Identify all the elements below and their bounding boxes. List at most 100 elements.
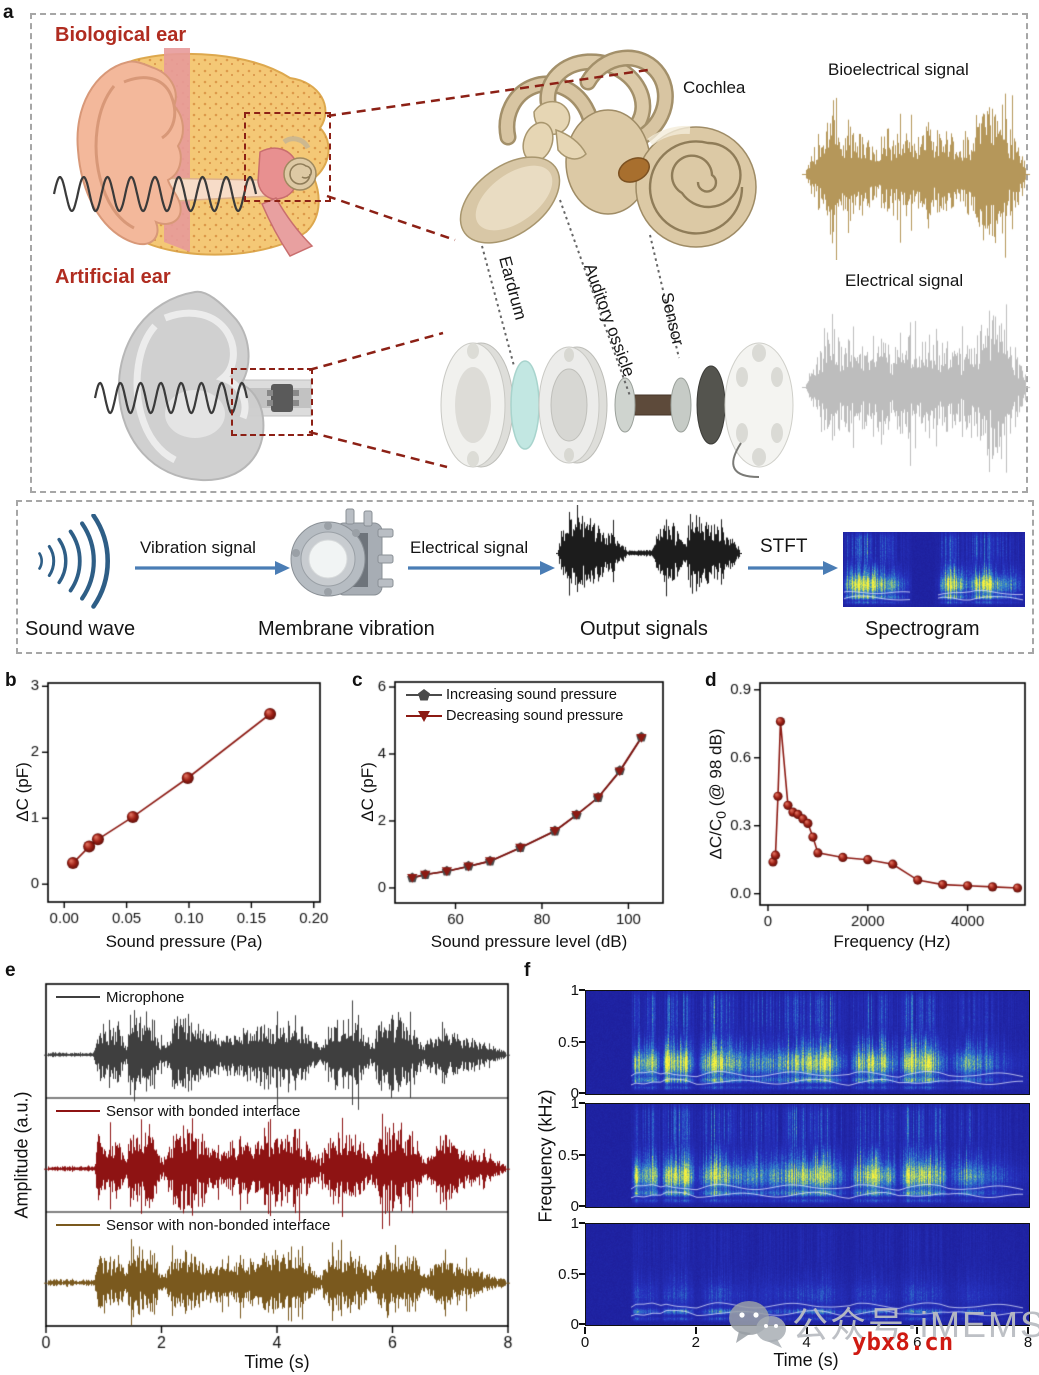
membrane-device-photo [290, 508, 394, 597]
biological-sound-wave [52, 175, 258, 213]
chart-d-xlabel: Frequency (Hz) [833, 932, 951, 951]
chart-f-xlabel: Time (s) [773, 1350, 839, 1370]
chart-d-ylabel-sub: 0 [713, 810, 730, 819]
f-xtick-label: 6 [913, 1334, 922, 1351]
f-ytick-label: 0.5 [558, 1033, 579, 1051]
in-ear-sensor [267, 384, 299, 412]
panel-e-chart: Microphone Sensor with bonded interface … [8, 966, 520, 1375]
legend-microphone-label: Microphone [106, 988, 185, 1006]
f-ytick-mark [579, 989, 585, 991]
concha [165, 390, 225, 438]
f-ytick-mark [579, 1102, 585, 1104]
legend-decreasing-label: Decreasing sound pressure [446, 708, 624, 724]
f-ytick-mark [579, 1323, 585, 1325]
legend-increasing: Increasing sound pressure [406, 685, 623, 705]
legend-increasing-marker [406, 689, 442, 701]
legend-decreasing: Decreasing sound pressure [406, 706, 623, 726]
front-ring [440, 342, 514, 468]
legend-microphone-line [56, 996, 100, 998]
eardrum-disc-inner [475, 165, 553, 231]
legend-non-bonded: Sensor with non-bonded interface [56, 1216, 330, 1234]
chart-f-ylabel: Frequency (kHz) [535, 1089, 556, 1223]
artificial-ear-label: Artificial ear [55, 266, 171, 288]
output-signals-label: Output signals [580, 618, 708, 640]
legend-bonded: Sensor with bonded interface [56, 1102, 300, 1120]
cochlea-spiral [648, 140, 744, 235]
chart-d-ylabel-post: (@ 98 dB) [706, 728, 726, 811]
chart-d-canvas [698, 672, 1039, 930]
device-bolts [345, 508, 394, 588]
oval-window [618, 157, 650, 183]
f-ytick-label: 0.5 [558, 1265, 579, 1283]
chart-b-ylabel: ΔC (pF) [13, 762, 32, 822]
f-xtick-label: 0 [580, 1334, 590, 1351]
panel-d-chart: Frequency (Hz) ΔC/C0 (@ 98 dB) [698, 672, 1039, 968]
back-plate [724, 342, 794, 478]
device-membrane [308, 539, 348, 579]
panel-a-letter: a [3, 2, 14, 23]
cochlea-small-spiral [289, 163, 312, 185]
electrical-waveform-canvas [800, 298, 1032, 476]
artificial-zoom-box [231, 368, 313, 436]
chart-c-legend: Increasing sound pressure Decreasing sou… [406, 685, 623, 726]
legend-increasing-label: Increasing sound pressure [446, 687, 617, 703]
f-ytick-label: 0 [570, 1085, 579, 1102]
chart-e-xlabel: Time (s) [244, 1352, 310, 1372]
f-ytick-label: 1 [570, 1095, 579, 1112]
spectrogram-label: Spectrogram [865, 618, 980, 640]
cochlea-body [635, 126, 757, 248]
flow-electrical-signal-label: Electrical signal [410, 538, 529, 557]
cochlea-label: Cochlea [683, 78, 746, 97]
wechat-icon [729, 1301, 786, 1348]
electrical-signal-label: Electrical signal [845, 271, 964, 290]
f-xtick-label: 8 [1023, 1334, 1033, 1351]
legend-non-bonded-line [56, 1224, 100, 1226]
sound-wave-label: Sound wave [25, 618, 136, 640]
chart-b-canvas [8, 672, 352, 930]
artificial-ridge-1 [133, 323, 177, 464]
f-ytick-label: 0 [570, 1198, 579, 1215]
f-xtick-mark [805, 1327, 808, 1334]
panel-f-letter: f [524, 960, 531, 981]
f-ytick-mark [579, 1092, 585, 1094]
watermark-site-text: ybx8.cn [852, 1328, 954, 1356]
flow-spectrogram-canvas [843, 532, 1025, 607]
panel-a-flow-box [16, 500, 1034, 654]
f-ytick-mark [579, 1272, 585, 1275]
chart-b-xlabel: Sound pressure (Pa) [105, 932, 263, 951]
vibration-signal-label: Vibration signal [140, 538, 256, 557]
stft-label: STFT [760, 536, 808, 557]
legend-non-bonded-label: Sensor with non-bonded interface [106, 1216, 331, 1234]
f-xtick-mark [694, 1327, 697, 1334]
watermark-wechat-text: 公众号·iMEMS [792, 1304, 1039, 1345]
biological-ear-label: Biological ear [55, 24, 187, 46]
electrical-arrow [408, 561, 555, 575]
f-ytick-label: 0 [570, 1316, 579, 1333]
cochlea-highlight [647, 125, 691, 146]
chart-d-ylabel: ΔC/C0 (@ 98 dB) [706, 729, 729, 860]
spectrogram-microphone-canvas [585, 990, 1030, 1095]
sound-wave-icon [38, 514, 110, 609]
spectrogram-non-bonded-canvas [585, 1223, 1030, 1326]
chart-c-xlabel: Sound pressure level (dB) [430, 932, 628, 951]
sensor-disc [696, 365, 726, 445]
vibration-arrow [135, 561, 290, 575]
membrane-vibration-label: Membrane vibration [258, 618, 435, 640]
exploded-device-illustration [440, 342, 794, 478]
f-ytick-label: 1 [570, 982, 579, 999]
biological-ear-illustration [52, 48, 330, 257]
panel-b-chart: Sound pressure (Pa) ΔC (pF) [8, 672, 352, 968]
clamp-flange [538, 346, 608, 464]
biological-zoom-box [244, 112, 331, 202]
legend-bonded-label: Sensor with bonded interface [106, 1102, 301, 1120]
chart-e-canvas [8, 966, 520, 1354]
artificial-ridge-2 [163, 309, 249, 420]
panel-c-chart: Increasing sound pressure Decreasing sou… [350, 672, 690, 968]
artificial-sound-wave [93, 381, 249, 415]
pinna-ridge-1 [94, 85, 135, 230]
eustachian-tube [261, 197, 314, 257]
bioelectrical-waveform-canvas [800, 88, 1032, 260]
pinna-ridge-2 [123, 76, 177, 140]
f-ytick-mark [579, 1205, 585, 1207]
